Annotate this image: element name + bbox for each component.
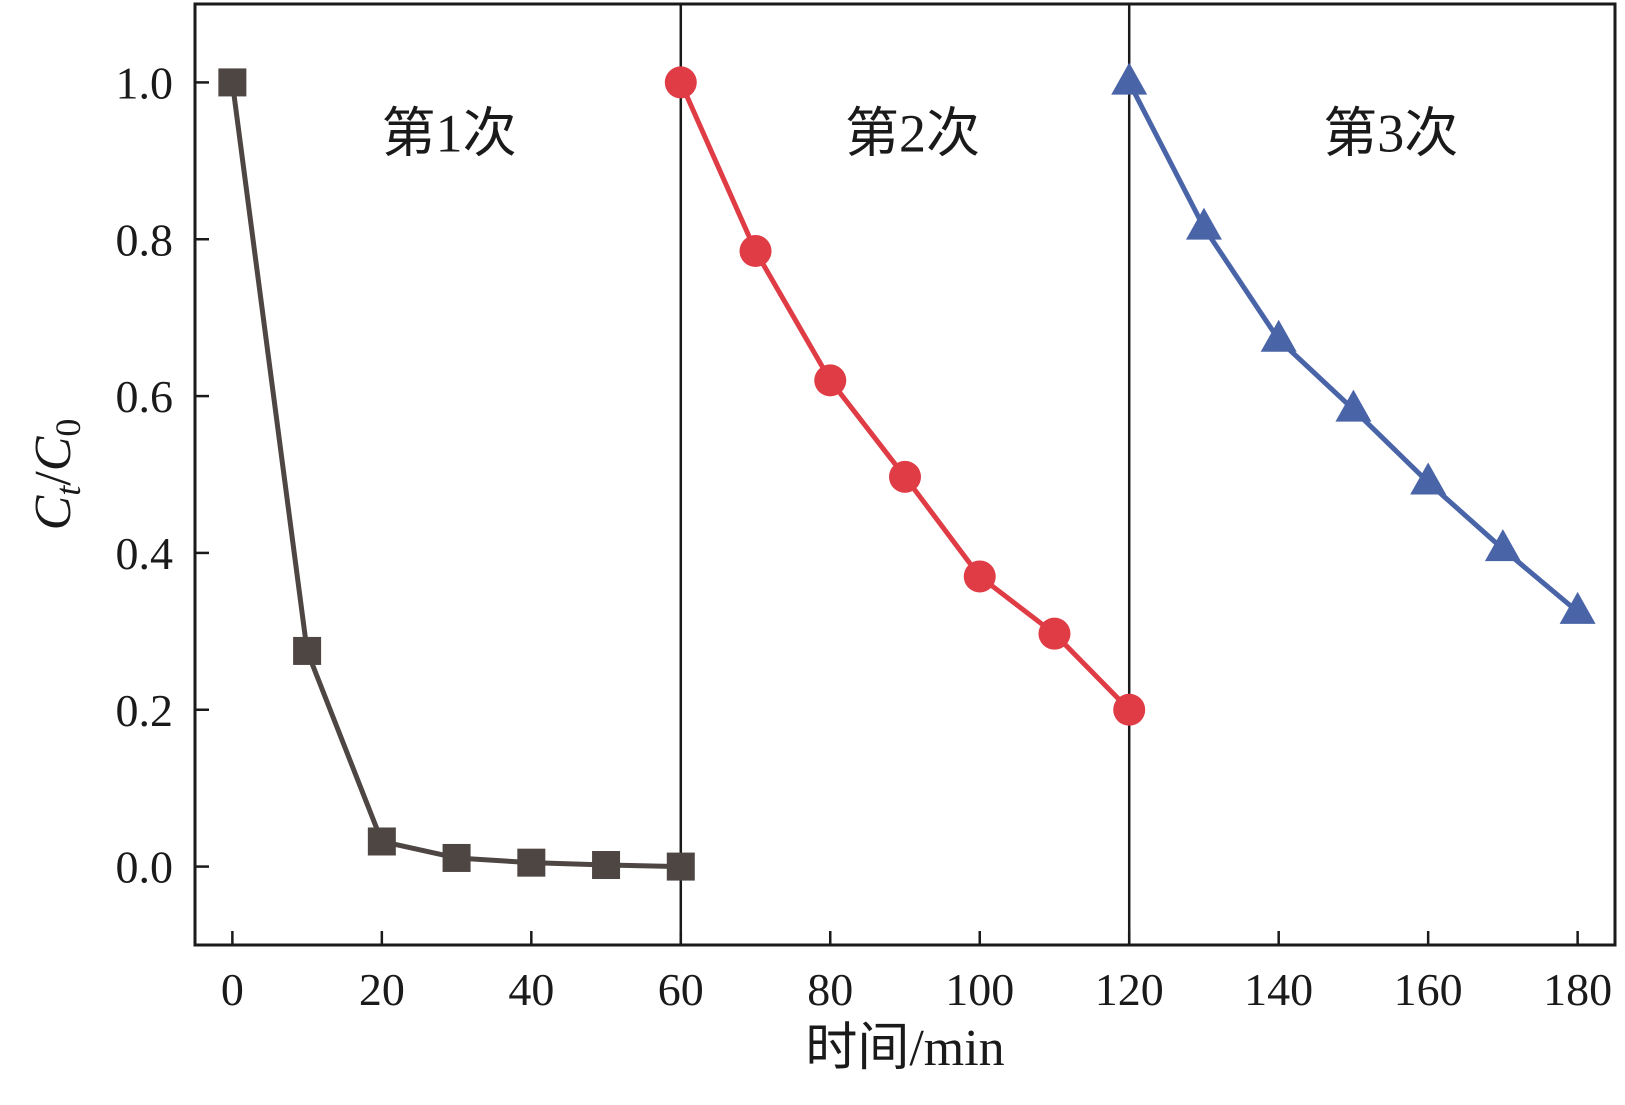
y-title-c: C — [25, 435, 82, 471]
y-tick-label: 0.6 — [116, 371, 174, 422]
x-tick-label: 60 — [658, 964, 704, 1015]
data-point — [1410, 462, 1447, 495]
y-axis: 0.0 0.2 0.4 0.6 0.8 1.0 — [116, 57, 209, 893]
data-point — [293, 636, 322, 665]
y-tick-label: 0.4 — [116, 528, 174, 579]
data-point — [666, 852, 695, 881]
data-point — [1038, 617, 1071, 650]
data-point — [1185, 207, 1222, 240]
x-tick-label: 80 — [807, 964, 853, 1015]
data-point — [1111, 62, 1148, 95]
run-label: 第3次 — [1323, 103, 1458, 163]
y-tick-label: 0.8 — [116, 214, 174, 265]
y-title-c: C — [25, 494, 82, 530]
y-tick-label: 0.0 — [116, 842, 174, 893]
data-point — [517, 848, 546, 877]
x-tick-label: 100 — [945, 964, 1014, 1015]
y-title-slash: / — [25, 471, 82, 486]
x-tick-label: 20 — [359, 964, 405, 1015]
series-line — [229, 82, 681, 870]
data-point — [1559, 591, 1596, 624]
series-2 — [664, 66, 1146, 726]
series-line — [678, 81, 1131, 712]
y-tick-label: 1.0 — [116, 57, 174, 108]
run-label: 第1次 — [382, 103, 517, 163]
x-tick-label: 140 — [1244, 964, 1313, 1015]
y-title-sub-t: t — [48, 485, 88, 496]
y-tick-label: 0.2 — [116, 685, 174, 736]
data-point — [442, 843, 471, 872]
data-point — [1113, 693, 1146, 726]
data-point — [1260, 319, 1297, 352]
x-axis: 0 20 40 60 80 100 120 140 160 180 — [221, 931, 1612, 1015]
plot-frame — [193, 2, 1617, 947]
data-point — [592, 851, 621, 880]
series-1 — [218, 68, 695, 881]
x-tick-label: 120 — [1095, 964, 1164, 1015]
run-label: 第2次 — [845, 103, 980, 163]
data-point — [739, 235, 772, 268]
x-axis-title: 时间/min — [805, 1020, 1004, 1077]
data-point — [814, 364, 847, 397]
separator-lines — [679, 4, 1131, 945]
x-tick-label: 180 — [1543, 964, 1612, 1015]
series-layer — [218, 62, 1596, 881]
series-3 — [1111, 62, 1596, 624]
data-point — [889, 460, 921, 493]
data-point — [218, 68, 247, 97]
annotations: 第1次 第2次 第3次 — [382, 103, 1459, 163]
y-title-sub-0: 0 — [48, 419, 88, 437]
x-tick-label: 40 — [508, 964, 554, 1015]
data-point — [963, 560, 996, 593]
x-tick-label: 160 — [1394, 964, 1463, 1015]
data-point — [1335, 389, 1372, 422]
data-point — [1484, 529, 1521, 562]
x-tick-label: 0 — [221, 964, 244, 1015]
data-point — [367, 827, 396, 856]
data-point — [664, 66, 697, 99]
y-axis-title: Ct/C0 — [25, 419, 88, 531]
